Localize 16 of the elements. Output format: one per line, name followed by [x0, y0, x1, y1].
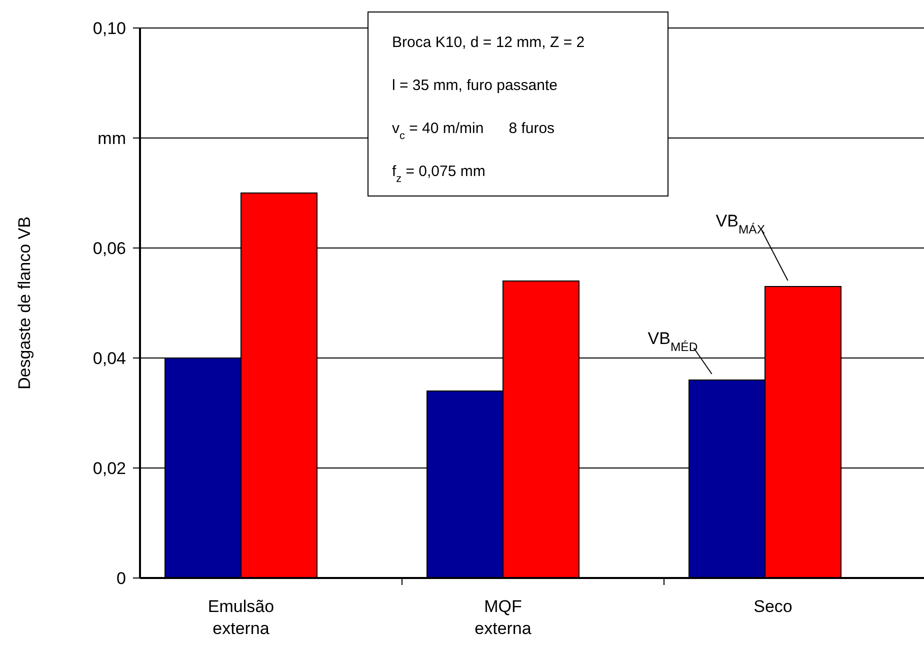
annotation: v$_{c}$ = 40 m/min 8 furos	[392, 120, 555, 142]
y-tick-label: 0	[116, 568, 126, 588]
x-tick-label: MQF externa	[474, 597, 532, 638]
x-tick-label: Emulsão externa	[208, 597, 274, 638]
annotation: l = 35 mm, furo passante	[392, 77, 558, 94]
text: VB$_{MÁX}$	[716, 212, 766, 236]
series-label: VB$_{MÉD}$	[648, 329, 698, 354]
y-tick-label: mm	[98, 128, 126, 148]
y-axis-title: Desgaste de flanco VB	[15, 216, 34, 390]
y-tick-label: 0,06	[92, 238, 126, 258]
annotation: f$_{z}$ = 0,075 mm	[392, 163, 486, 185]
x-tick-label: Seco	[754, 597, 792, 616]
annotation: Broca K10, d = 12 mm, Z = 2	[392, 34, 585, 51]
y-tick-label: 0,10	[92, 18, 126, 38]
y-tick-label: 0,02	[92, 458, 126, 478]
y-tick-label: 0,04	[92, 348, 126, 368]
